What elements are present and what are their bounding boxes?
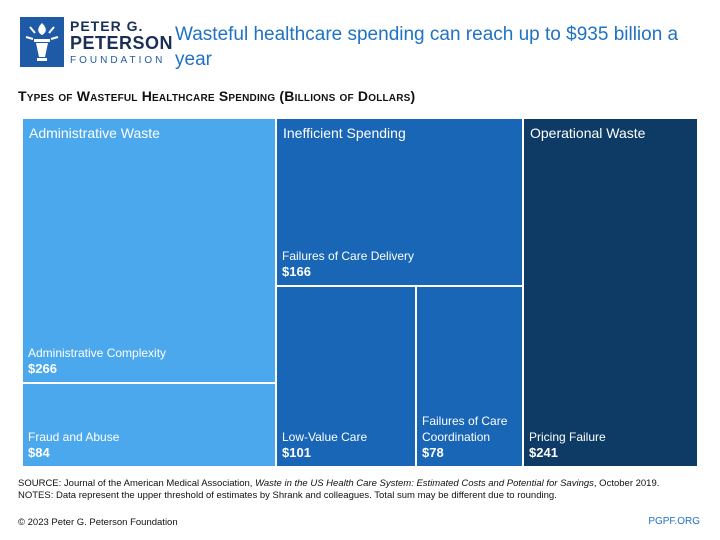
cell-name: Failures of Care Coordination bbox=[422, 414, 508, 444]
cell-label: Pricing Failure $241 bbox=[529, 429, 606, 461]
cell-name: Pricing Failure bbox=[529, 430, 606, 444]
cell-label: Failures of Care Coordination $78 bbox=[422, 413, 522, 461]
cell-pricing-failure: Operational Waste Pricing Failure $241 bbox=[523, 118, 698, 467]
cell-name: Low-Value Care bbox=[282, 430, 368, 444]
logo: PETER G. PETERSON FOUNDATION bbox=[20, 17, 173, 69]
source-suffix: , October 2019. bbox=[593, 478, 660, 489]
cell-name: Failures of Care Delivery bbox=[282, 249, 415, 263]
cell-fraud-and-abuse: Fraud and Abuse $84 bbox=[22, 383, 276, 467]
cell-failures-of-care-coordination: Failures of Care Coordination $78 bbox=[416, 286, 523, 467]
cell-low-value-care: Low-Value Care $101 bbox=[276, 286, 416, 467]
group-label-inefficient-spending: Inefficient Spending bbox=[283, 125, 406, 141]
cell-failures-of-care-delivery: Inefficient Spending Failures of Care De… bbox=[276, 118, 523, 286]
chart-title: Types of Wasteful Healthcare Spending (B… bbox=[18, 88, 416, 104]
headline: Wasteful healthcare spending can reach u… bbox=[175, 24, 679, 70]
logo-text-line3: FOUNDATION bbox=[70, 55, 166, 66]
cell-administrative-complexity: Administrative Waste Administrative Comp… bbox=[22, 118, 276, 383]
cell-value: $78 bbox=[422, 445, 444, 460]
source-title: Waste in the US Health Care System: Esti… bbox=[255, 478, 594, 489]
cell-name: Administrative Complexity bbox=[28, 346, 167, 360]
cell-label: Low-Value Care $101 bbox=[282, 429, 367, 461]
group-label-operational-waste: Operational Waste bbox=[530, 125, 646, 141]
copyright: © 2023 Peter G. Peterson Foundation bbox=[18, 517, 178, 528]
cell-value: $84 bbox=[28, 445, 50, 460]
cell-label: Failures of Care Delivery $166 bbox=[282, 248, 414, 280]
notes-line: NOTES: Data represent the upper threshol… bbox=[18, 489, 557, 501]
group-label-administrative-waste: Administrative Waste bbox=[29, 125, 160, 141]
website-link[interactable]: PGPF.ORG bbox=[648, 516, 700, 527]
logo-text-line1: PETER G. bbox=[70, 18, 144, 34]
cell-value: $266 bbox=[28, 361, 57, 376]
source-line: SOURCE: Journal of the American Medical … bbox=[18, 478, 703, 490]
cell-value: $101 bbox=[282, 445, 311, 460]
cell-name: Fraud and Abuse bbox=[28, 430, 120, 444]
logo-text-line2: PETERSON bbox=[70, 33, 174, 53]
source-prefix: SOURCE: Journal of the American Medical … bbox=[18, 478, 256, 489]
cell-value: $166 bbox=[282, 264, 311, 279]
cell-label: Fraud and Abuse $84 bbox=[28, 429, 119, 461]
torch-icon bbox=[20, 17, 64, 67]
cell-label: Administrative Complexity $266 bbox=[28, 345, 166, 377]
source-notes: SOURCE: Journal of the American Medical … bbox=[18, 478, 703, 501]
cell-value: $241 bbox=[529, 445, 558, 460]
